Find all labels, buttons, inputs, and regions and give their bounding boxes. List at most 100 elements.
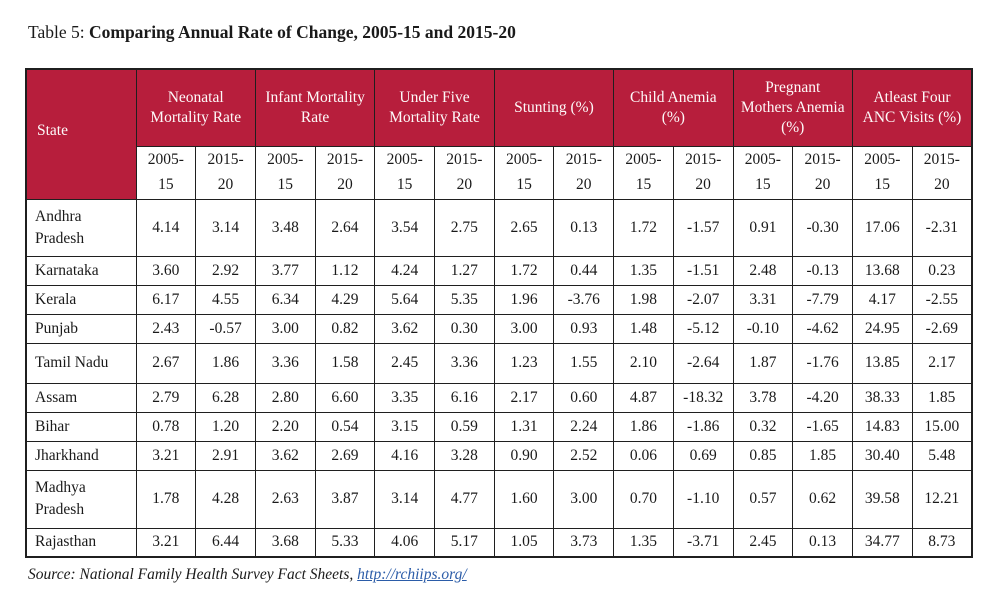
- table-caption-title: Comparing Annual Rate of Change, 2005-15…: [88, 22, 516, 42]
- value-cell: -1.51: [672, 255, 734, 286]
- value-cell: -0.57: [195, 313, 256, 344]
- value-cell: 4.14: [135, 198, 197, 257]
- value-cell: 1.98: [613, 284, 674, 315]
- value-cell: 1.12: [314, 255, 376, 286]
- table-row: Jharkhand 3.21 2.91 3.62 2.69 4.16 3.28 0.90 2.5…: [25, 440, 973, 471]
- value-cell: 0.90: [493, 440, 555, 471]
- value-cell: 1.27: [434, 255, 495, 286]
- period-label-line: 15: [277, 175, 294, 193]
- period-label-line: 2015-: [923, 150, 960, 168]
- header-child-anemia: Child Anemia (%): [613, 68, 734, 147]
- period-label-line: 15: [516, 175, 532, 193]
- period-header-cell: 2005- 15: [374, 145, 436, 200]
- period-header-cell: 2015- 20: [314, 145, 376, 200]
- value-cell: 2.43: [135, 313, 197, 344]
- period-header-cell: 2015- 20: [672, 145, 734, 200]
- value-cell: 13.85: [851, 342, 913, 384]
- table-row: Assam 2.79 6.28 2.80 6.60 3.35 6.16 2.17 0.60 4.8…: [25, 382, 973, 413]
- period-header-cell: 2005- 15: [613, 145, 674, 200]
- period-header-cell: 2015- 20: [195, 145, 256, 200]
- value-cell: 30.40: [851, 440, 913, 471]
- value-cell: 3.87: [314, 469, 376, 529]
- value-cell: 24.95: [851, 313, 913, 344]
- value-cell: 1.86: [195, 342, 256, 384]
- value-cell: 6.34: [254, 284, 316, 315]
- value-cell: 2.65: [493, 198, 555, 257]
- value-cell: 4.06: [374, 527, 436, 558]
- value-cell: -4.62: [792, 313, 853, 344]
- value-cell: 3.00: [553, 469, 615, 529]
- value-cell: 3.48: [254, 198, 316, 257]
- value-cell: 4.87: [613, 382, 674, 413]
- value-cell: 34.77: [851, 527, 913, 558]
- period-header-cell: 2005- 15: [135, 145, 197, 200]
- value-cell: 3.21: [135, 440, 197, 471]
- source-link[interactable]: http://rchiips.org/: [357, 566, 467, 583]
- value-cell: 5.17: [434, 527, 495, 558]
- table-row: Madhya Pradesh 1.78 4.28 2.63 3.87 3.14 4.77 1.…: [25, 469, 973, 529]
- table-caption-label: Table 5:: [28, 22, 89, 42]
- header-under-five-mortality: Under Five Mortality Rate: [374, 68, 495, 147]
- value-cell: 3.78: [732, 382, 794, 413]
- value-cell: 3.00: [254, 313, 316, 344]
- value-cell: 13.68: [851, 255, 913, 286]
- value-cell: 4.28: [195, 469, 256, 529]
- period-label-line: 2015-: [804, 150, 841, 168]
- header-anc-visits: Atleast Four ANC Visits (%): [851, 68, 973, 147]
- value-cell: -2.69: [911, 313, 973, 344]
- period-label-line: 2005-: [864, 150, 901, 168]
- value-cell: 6.16: [434, 382, 495, 413]
- period-header-row: 2005- 15 2015- 20 2005- 15 2015- 20 2005- 15 2015-…: [26, 145, 973, 200]
- value-cell: 3.14: [374, 469, 436, 529]
- period-header-cell: 2015- 20: [792, 145, 853, 200]
- value-cell: -18.32: [672, 382, 734, 413]
- period-label-line: 20: [456, 175, 473, 193]
- value-cell: 3.21: [135, 527, 197, 558]
- value-cell: 3.54: [374, 198, 436, 257]
- period-label-line: 2015-: [565, 150, 602, 168]
- value-cell: 3.77: [254, 255, 316, 286]
- value-cell: 6.17: [135, 284, 197, 315]
- value-cell: -0.30: [792, 198, 853, 257]
- value-cell: 8.73: [911, 527, 973, 558]
- value-cell: 39.58: [851, 469, 913, 529]
- value-cell: -2.64: [672, 342, 734, 384]
- period-label-line: 15: [158, 175, 174, 193]
- period-label-line: 2005-: [505, 150, 543, 168]
- value-cell: 3.28: [434, 440, 495, 471]
- value-cell: -3.71: [672, 527, 734, 558]
- period-label-line: 2015-: [685, 150, 722, 168]
- value-cell: 3.35: [374, 382, 436, 413]
- value-cell: 38.33: [851, 382, 913, 413]
- period-label-line: 2005-: [744, 150, 781, 168]
- value-cell: 4.77: [434, 469, 495, 529]
- value-cell: 3.68: [254, 527, 316, 558]
- value-cell: 1.48: [613, 313, 674, 344]
- value-cell: -3.76: [553, 284, 615, 315]
- value-cell: 6.44: [195, 527, 256, 558]
- period-label-line: 20: [814, 175, 831, 193]
- period-label-line: 2015-: [326, 150, 364, 168]
- value-cell: 1.72: [493, 255, 555, 286]
- value-cell: 1.72: [613, 198, 674, 257]
- value-cell: 0.06: [613, 440, 674, 471]
- value-cell: 4.24: [374, 255, 436, 286]
- value-cell: 0.30: [434, 313, 495, 344]
- value-cell: 1.35: [613, 255, 674, 286]
- value-cell: 3.62: [254, 440, 316, 471]
- period-label-line: 2005-: [386, 150, 423, 168]
- header-state: State: [25, 68, 137, 200]
- value-cell: 2.67: [135, 342, 197, 384]
- value-cell: 0.13: [792, 527, 853, 558]
- table-row: Punjab 2.43 -0.57 3.00 0.82 3.62 0.30 3.00 0.93 1…: [25, 313, 973, 344]
- value-cell: -1.65: [792, 411, 853, 442]
- value-cell: 2.52: [553, 440, 615, 471]
- value-cell: 1.85: [911, 382, 973, 413]
- value-cell: 2.45: [732, 527, 794, 558]
- value-cell: 15.00: [911, 411, 973, 442]
- period-header-cell: 2005- 15: [493, 145, 555, 200]
- value-cell: -1.10: [672, 469, 734, 529]
- value-cell: 3.36: [434, 342, 495, 384]
- value-cell: -1.76: [792, 342, 853, 384]
- period-label-line: 2015-: [207, 150, 244, 168]
